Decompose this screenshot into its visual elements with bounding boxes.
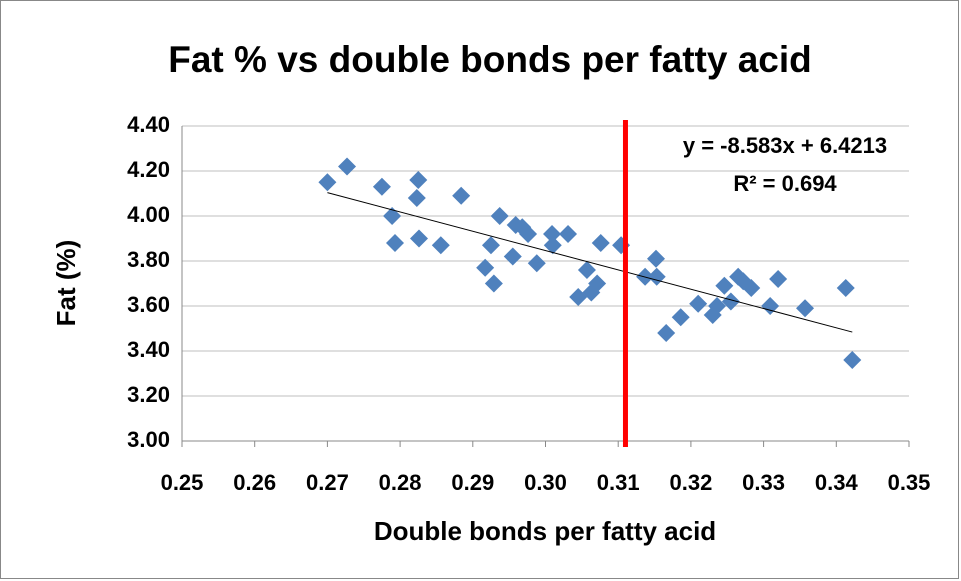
point xyxy=(591,234,610,252)
x-tick-label: 0.32 xyxy=(669,470,712,495)
point xyxy=(410,229,429,248)
y-tick-label: 4.00 xyxy=(127,202,170,227)
x-tick-label: 0.34 xyxy=(815,470,859,495)
y-tick-label: 4.20 xyxy=(127,157,170,182)
point xyxy=(543,236,562,255)
y-tick-label: 3.80 xyxy=(127,247,170,272)
point xyxy=(689,294,708,313)
point xyxy=(742,279,761,297)
point xyxy=(484,274,503,293)
point xyxy=(386,234,405,252)
point xyxy=(559,225,578,243)
x-tick-label: 0.28 xyxy=(379,470,422,495)
point xyxy=(836,279,855,297)
point xyxy=(519,225,538,243)
point xyxy=(407,189,426,207)
trendline xyxy=(327,192,853,333)
x-tick-label: 0.25 xyxy=(161,470,204,495)
point xyxy=(715,276,734,295)
point xyxy=(372,177,391,196)
point xyxy=(452,186,471,205)
point xyxy=(318,173,337,192)
r-squared: R² = 0.694 xyxy=(733,171,837,196)
point xyxy=(503,247,522,266)
point xyxy=(769,270,788,288)
point xyxy=(481,236,500,255)
point xyxy=(671,308,690,327)
equation: y = -8.583x + 6.4213 xyxy=(683,133,887,158)
x-tick-label: 0.26 xyxy=(233,470,276,495)
point xyxy=(657,324,676,342)
x-tick-label: 0.30 xyxy=(524,470,567,495)
y-tick-label: 3.40 xyxy=(127,337,170,362)
x-tick-label: 0.29 xyxy=(451,470,494,495)
point xyxy=(543,225,562,243)
x-axis-label: Double bonds per fatty acid xyxy=(374,516,716,546)
point xyxy=(490,207,509,225)
point xyxy=(338,157,357,176)
point xyxy=(761,297,780,315)
x-tick-label: 0.31 xyxy=(597,470,640,495)
chart-title: Fat % vs double bonds per fatty acid xyxy=(168,39,812,80)
x-tick-label: 0.35 xyxy=(888,470,931,495)
point xyxy=(476,258,495,277)
x-tick-label: 0.33 xyxy=(742,470,785,495)
y-axis-label: Fat (%) xyxy=(51,240,81,327)
point xyxy=(708,297,727,315)
point xyxy=(721,292,740,311)
point xyxy=(588,274,607,293)
point xyxy=(796,299,815,318)
x-tick-label: 0.27 xyxy=(306,470,349,495)
point xyxy=(431,236,450,255)
y-tick-label: 3.00 xyxy=(127,427,170,452)
point xyxy=(647,249,666,268)
point xyxy=(409,171,428,189)
y-tick-label: 4.40 xyxy=(127,112,170,137)
y-tick-label: 3.60 xyxy=(127,292,170,317)
point xyxy=(843,351,862,369)
y-tick-label: 3.20 xyxy=(127,382,170,407)
point xyxy=(527,254,546,273)
point xyxy=(577,261,596,279)
